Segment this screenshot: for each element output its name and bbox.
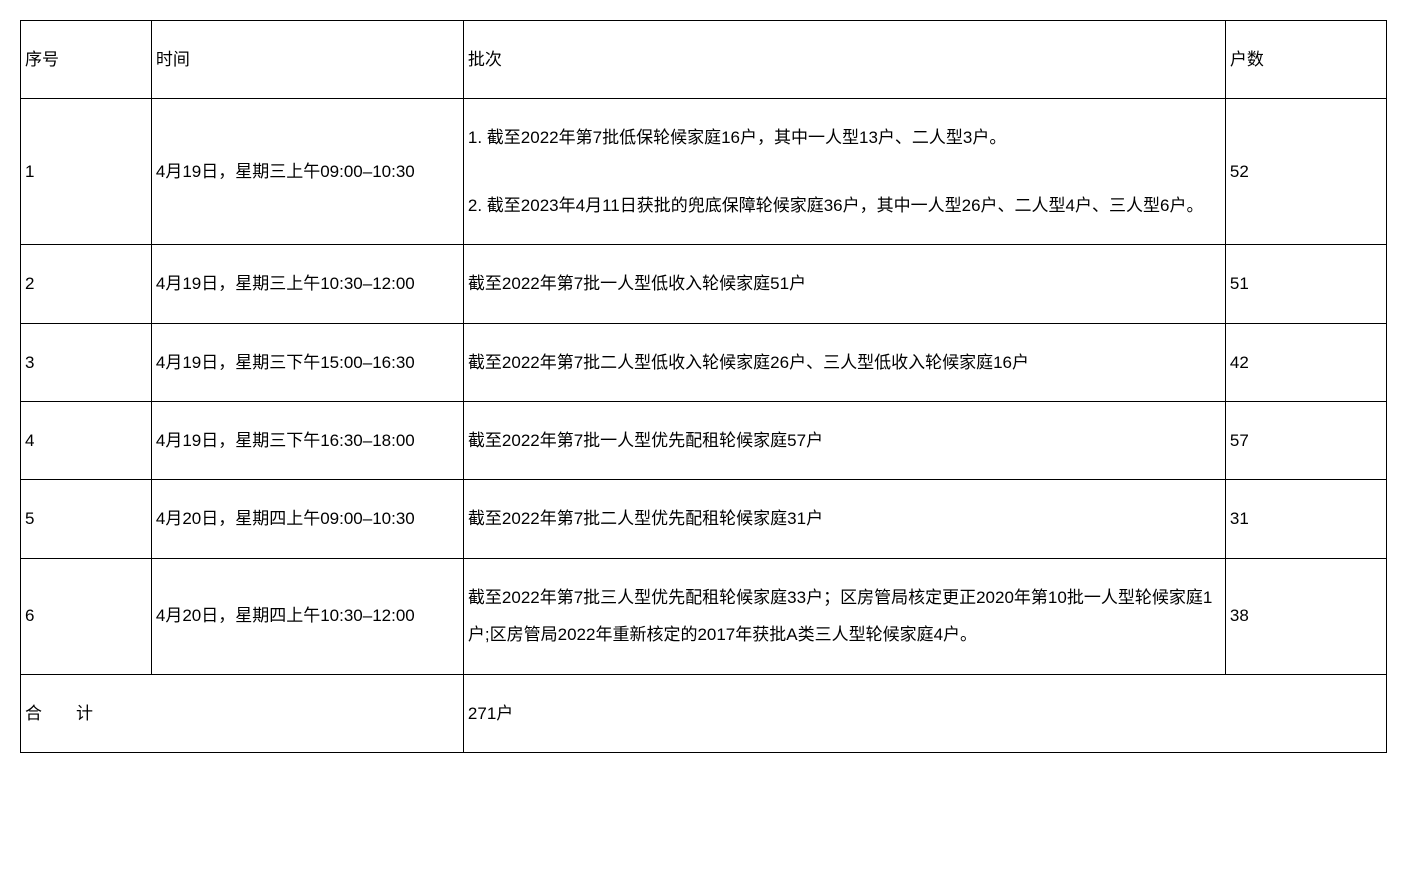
cell-batch: 截至2022年第7批一人型优先配租轮候家庭57户 (463, 401, 1225, 479)
schedule-table: 序号 时间 批次 户数 1 4月19日，星期三上午09:00–10:30 1. … (20, 20, 1387, 753)
cell-count: 52 (1225, 99, 1386, 245)
batch-line-1: 1. 截至2022年第7批低保轮候家庭16户，其中一人型13户、二人型3户。 (468, 119, 1221, 156)
cell-count: 51 (1225, 245, 1386, 323)
table-row: 4 4月19日，星期三下午16:30–18:00 截至2022年第7批一人型优先… (21, 401, 1387, 479)
cell-time: 4月20日，星期四上午09:00–10:30 (151, 480, 463, 558)
header-batch: 批次 (463, 21, 1225, 99)
cell-count: 42 (1225, 323, 1386, 401)
table-row: 3 4月19日，星期三下午15:00–16:30 截至2022年第7批二人型低收… (21, 323, 1387, 401)
cell-batch: 截至2022年第7批一人型低收入轮候家庭51户 (463, 245, 1225, 323)
cell-seq: 4 (21, 401, 152, 479)
footer-total: 271户 (463, 674, 1386, 752)
table-row: 6 4月20日，星期四上午10:30–12:00 截至2022年第7批三人型优先… (21, 558, 1387, 674)
cell-seq: 5 (21, 480, 152, 558)
table-footer-row: 合 计 271户 (21, 674, 1387, 752)
table-header-row: 序号 时间 批次 户数 (21, 21, 1387, 99)
cell-seq: 2 (21, 245, 152, 323)
header-count: 户数 (1225, 21, 1386, 99)
cell-time: 4月19日，星期三上午09:00–10:30 (151, 99, 463, 245)
cell-batch: 截至2022年第7批二人型低收入轮候家庭26户、三人型低收入轮候家庭16户 (463, 323, 1225, 401)
header-seq: 序号 (21, 21, 152, 99)
table-row: 5 4月20日，星期四上午09:00–10:30 截至2022年第7批二人型优先… (21, 480, 1387, 558)
cell-time: 4月19日，星期三上午10:30–12:00 (151, 245, 463, 323)
header-time: 时间 (151, 21, 463, 99)
cell-time: 4月19日，星期三下午16:30–18:00 (151, 401, 463, 479)
batch-line-2: 2. 截至2023年4月11日获批的兜底保障轮候家庭36户，其中一人型26户、二… (468, 187, 1221, 224)
cell-time: 4月19日，星期三下午15:00–16:30 (151, 323, 463, 401)
cell-count: 57 (1225, 401, 1386, 479)
cell-batch: 截至2022年第7批二人型优先配租轮候家庭31户 (463, 480, 1225, 558)
cell-count: 38 (1225, 558, 1386, 674)
cell-seq: 6 (21, 558, 152, 674)
cell-seq: 3 (21, 323, 152, 401)
cell-batch: 截至2022年第7批三人型优先配租轮候家庭33户；区房管局核定更正2020年第1… (463, 558, 1225, 674)
cell-batch: 1. 截至2022年第7批低保轮候家庭16户，其中一人型13户、二人型3户。 2… (463, 99, 1225, 245)
table-row: 2 4月19日，星期三上午10:30–12:00 截至2022年第7批一人型低收… (21, 245, 1387, 323)
cell-count: 31 (1225, 480, 1386, 558)
table-row: 1 4月19日，星期三上午09:00–10:30 1. 截至2022年第7批低保… (21, 99, 1387, 245)
cell-seq: 1 (21, 99, 152, 245)
footer-label: 合 计 (21, 674, 464, 752)
cell-time: 4月20日，星期四上午10:30–12:00 (151, 558, 463, 674)
